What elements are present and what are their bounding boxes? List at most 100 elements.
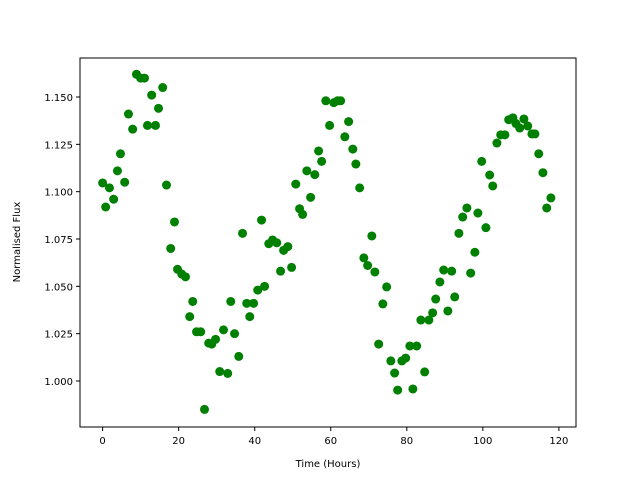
data-point — [355, 183, 365, 193]
data-point — [181, 272, 191, 282]
data-point — [166, 243, 176, 253]
data-point — [291, 179, 301, 189]
data-point — [253, 285, 263, 295]
data-point — [374, 339, 384, 349]
data-point — [470, 247, 480, 257]
data-point — [416, 315, 426, 325]
data-point — [283, 242, 293, 252]
data-point — [276, 266, 286, 276]
data-point — [412, 341, 422, 351]
y-tick-label: 1.150 — [44, 93, 73, 104]
data-point — [238, 228, 248, 238]
data-point — [101, 202, 111, 212]
data-point — [234, 351, 244, 361]
data-point — [230, 329, 240, 339]
data-point — [546, 193, 556, 203]
data-point — [325, 120, 335, 130]
y-tick-label: 1.075 — [44, 235, 73, 246]
y-tick-label: 1.050 — [44, 282, 73, 293]
data-point — [123, 109, 133, 119]
data-point — [321, 96, 331, 106]
data-point — [98, 178, 108, 188]
data-point — [435, 277, 445, 287]
data-point — [226, 296, 236, 306]
data-point — [336, 96, 346, 106]
data-point — [420, 367, 430, 377]
x-tick-label: 40 — [248, 436, 261, 447]
data-point — [344, 117, 354, 127]
data-point — [515, 123, 525, 133]
data-point — [443, 306, 453, 316]
plot-frame — [79, 57, 577, 428]
data-point — [351, 159, 361, 169]
data-point — [185, 312, 195, 322]
data-point — [492, 138, 502, 148]
data-point — [128, 124, 138, 134]
data-point — [340, 132, 350, 142]
data-point — [219, 325, 229, 335]
x-tick-label: 0 — [99, 436, 105, 447]
data-point — [298, 209, 308, 219]
x-axis-label: Time (Hours) — [295, 459, 361, 470]
x-tick-label: 80 — [400, 436, 413, 447]
data-point — [260, 281, 270, 291]
data-point — [428, 308, 438, 318]
data-point — [104, 183, 114, 193]
data-point — [306, 192, 316, 202]
x-tick-label: 60 — [324, 436, 337, 447]
data-point — [272, 238, 282, 248]
y-tick-label: 1.025 — [44, 330, 73, 341]
data-point — [147, 90, 157, 100]
data-point — [139, 73, 149, 83]
data-point — [534, 149, 544, 159]
data-point — [473, 208, 483, 218]
data-point — [408, 384, 418, 394]
data-point — [158, 83, 168, 93]
data-point — [538, 168, 548, 178]
data-point — [485, 170, 495, 180]
data-point — [481, 223, 491, 233]
data-point — [405, 341, 415, 351]
data-point — [200, 404, 210, 414]
data-point — [519, 114, 529, 124]
data-point — [317, 156, 327, 166]
data-point — [458, 212, 468, 222]
data-point — [169, 217, 179, 227]
data-point — [215, 367, 225, 377]
data-point — [424, 315, 434, 325]
data-point — [530, 129, 540, 139]
data-point — [112, 166, 122, 176]
data-point — [359, 253, 369, 263]
x-tick-label: 20 — [172, 436, 185, 447]
data-point — [367, 231, 377, 241]
x-tick-label: 120 — [549, 436, 568, 447]
data-point — [310, 170, 320, 180]
data-point — [314, 146, 324, 156]
data-point — [242, 298, 252, 308]
data-point — [223, 368, 233, 378]
data-point — [363, 261, 373, 271]
y-tick-label: 1.125 — [44, 140, 73, 151]
data-point — [115, 149, 125, 159]
data-point — [120, 177, 130, 187]
data-point — [154, 103, 164, 113]
data-point — [249, 298, 259, 308]
data-point — [370, 267, 380, 277]
data-point — [477, 156, 487, 166]
data-point — [401, 353, 411, 363]
data-point — [287, 262, 297, 272]
data-point — [462, 203, 472, 213]
data-point — [390, 368, 400, 378]
data-point — [393, 385, 403, 395]
data-point — [211, 334, 221, 344]
data-point — [348, 144, 358, 154]
data-point — [196, 327, 206, 337]
data-point — [439, 265, 449, 275]
data-point — [245, 312, 255, 322]
y-tick-label: 1.000 — [44, 377, 73, 388]
data-point — [162, 180, 172, 190]
data-point — [466, 268, 476, 278]
data-point — [523, 121, 533, 131]
data-point — [257, 215, 267, 225]
